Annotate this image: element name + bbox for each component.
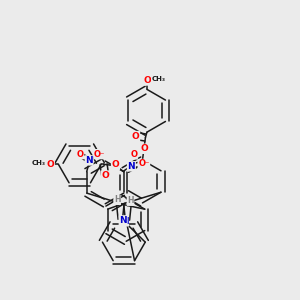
Text: N: N [121,217,128,226]
Text: O: O [112,160,119,169]
Text: O: O [77,150,84,159]
Text: H: H [127,196,134,205]
Text: N: N [85,156,93,165]
Text: O: O [132,131,140,140]
Text: O⁻: O⁻ [138,160,149,169]
Text: N: N [119,216,127,225]
Text: CH₃: CH₃ [151,76,165,82]
Text: O: O [143,76,151,85]
Text: H: H [114,195,121,204]
Text: CH₃: CH₃ [32,160,46,166]
Text: O: O [130,150,137,159]
Text: N: N [128,162,135,171]
Text: O: O [141,144,149,153]
Text: O: O [46,160,54,169]
Text: O⁻: O⁻ [94,150,106,159]
Text: O: O [101,171,109,180]
